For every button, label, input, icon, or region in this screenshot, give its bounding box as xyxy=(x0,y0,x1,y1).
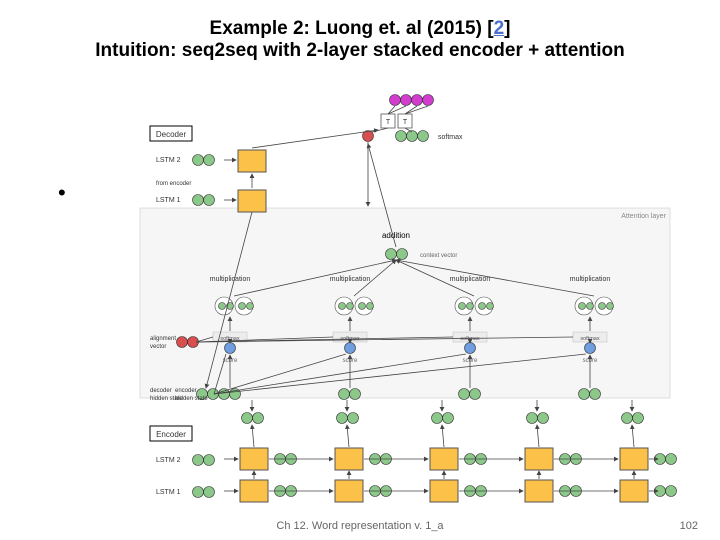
citation-link[interactable]: 2 xyxy=(494,18,505,39)
svg-text:Encoder: Encoder xyxy=(156,430,186,439)
svg-text:hidden state: hidden state xyxy=(175,396,208,402)
svg-text:LSTM 1: LSTM 1 xyxy=(156,197,181,204)
svg-text:from encoder: from encoder xyxy=(156,181,191,187)
svg-text:decoder: decoder xyxy=(150,388,172,394)
svg-text:alignment: alignment xyxy=(150,336,176,342)
svg-text:addition: addition xyxy=(382,231,410,240)
svg-text:multiplication: multiplication xyxy=(210,276,251,283)
svg-text:multiplication: multiplication xyxy=(330,276,371,283)
svg-text:LSTM 2: LSTM 2 xyxy=(156,457,181,464)
title-line2: Intuition: seq2seq with 2-layer stacked … xyxy=(0,40,720,62)
svg-text:encoder: encoder xyxy=(175,388,197,394)
svg-text:softmax: softmax xyxy=(438,134,463,141)
slide-title: Example 2: Luong et. al (2015) [2] Intui… xyxy=(0,0,720,62)
title-bracket-close: ] xyxy=(504,18,510,39)
svg-text:multiplication: multiplication xyxy=(450,276,491,283)
svg-text:LSTM 1: LSTM 1 xyxy=(156,489,181,496)
svg-text:softmax: softmax xyxy=(580,336,600,342)
svg-text:LSTM 2: LSTM 2 xyxy=(156,157,181,164)
footer-center: Ch 12. Word representation v. 1_a xyxy=(0,520,720,532)
svg-text:vector: vector xyxy=(150,344,166,350)
svg-text:context vector: context vector xyxy=(420,253,457,259)
bullet-dot: • xyxy=(58,180,66,206)
title-line1a: Example 2: Luong et. al (2015) xyxy=(210,18,488,39)
svg-text:T: T xyxy=(386,119,391,126)
svg-text:softmax: softmax xyxy=(460,336,480,342)
page-number: 102 xyxy=(680,520,698,532)
svg-text:Attention layer: Attention layer xyxy=(621,213,666,220)
svg-text:Decoder: Decoder xyxy=(156,130,187,139)
svg-text:T: T xyxy=(403,119,408,126)
architecture-diagram: Attention layer Decoder Encoder T Tsoftmax LS… xyxy=(120,78,690,508)
svg-text:multiplication: multiplication xyxy=(570,276,611,283)
